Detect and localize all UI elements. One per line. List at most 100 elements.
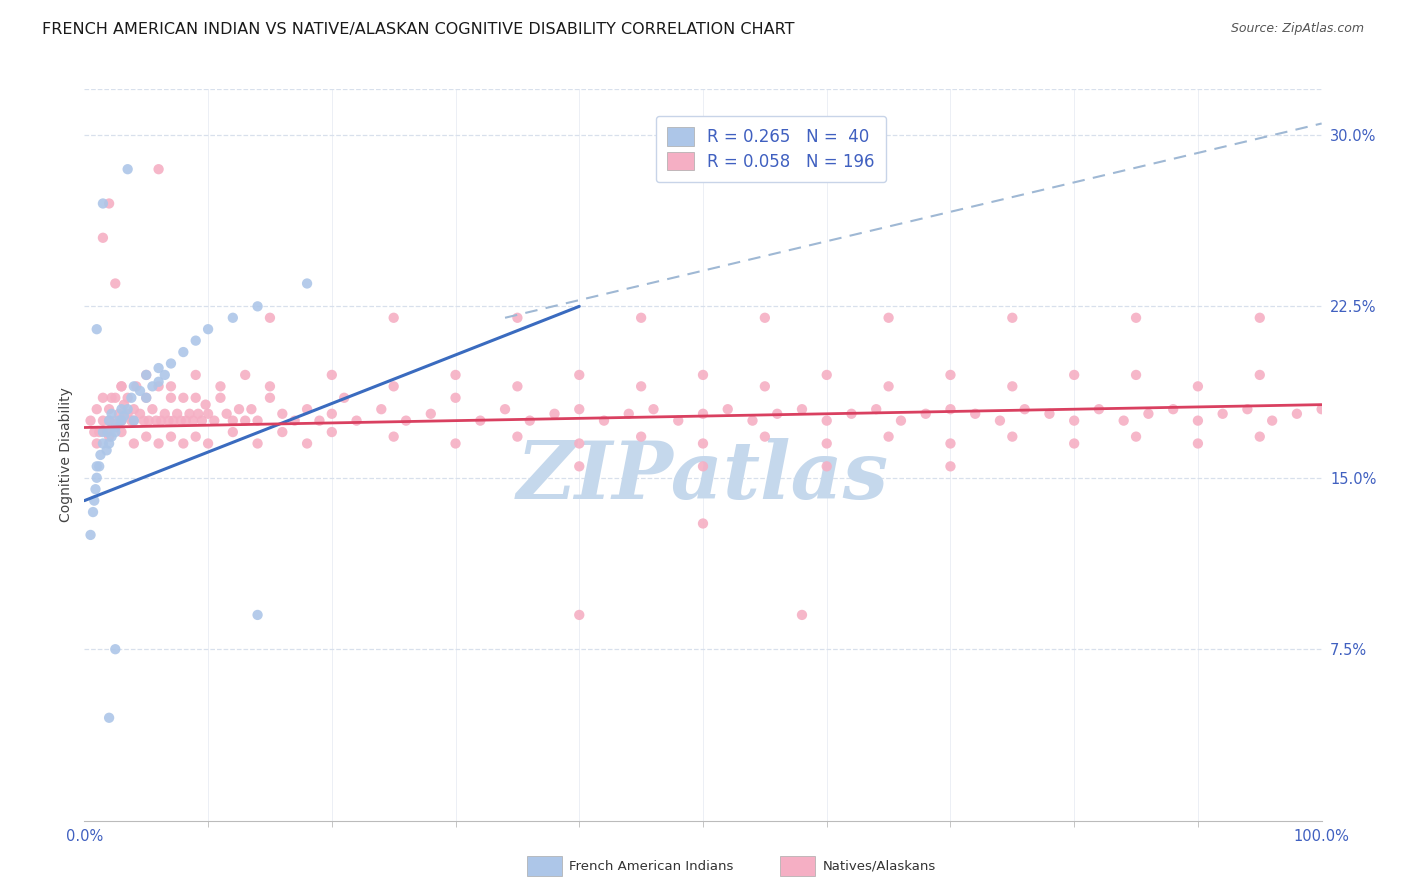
Point xyxy=(86,471,108,485)
Point xyxy=(108,414,131,428)
Point xyxy=(630,310,652,325)
Point xyxy=(83,425,105,439)
Point xyxy=(150,414,173,428)
Point xyxy=(790,607,813,622)
Point xyxy=(754,429,776,443)
Point xyxy=(209,379,232,393)
Point xyxy=(246,607,269,622)
Point xyxy=(321,368,343,382)
Point xyxy=(321,407,343,421)
Point xyxy=(83,493,105,508)
Point xyxy=(1187,414,1209,428)
Point xyxy=(1249,368,1271,382)
Point xyxy=(692,368,714,382)
Point xyxy=(308,414,330,428)
Point xyxy=(1249,310,1271,325)
Point xyxy=(939,436,962,450)
Point xyxy=(877,429,900,443)
Point xyxy=(259,310,281,325)
Point xyxy=(110,402,132,417)
Point xyxy=(444,368,467,382)
Point xyxy=(815,459,838,474)
Point xyxy=(89,448,111,462)
Point xyxy=(148,162,170,177)
Point xyxy=(988,414,1011,428)
Point xyxy=(568,607,591,622)
Point xyxy=(295,277,318,291)
Point xyxy=(815,368,838,382)
Point xyxy=(939,402,962,417)
Point xyxy=(1236,402,1258,417)
Point xyxy=(108,407,131,421)
Point xyxy=(444,391,467,405)
Point xyxy=(1001,379,1024,393)
Point xyxy=(174,414,197,428)
Point xyxy=(179,407,201,421)
Point xyxy=(104,414,127,428)
Point xyxy=(470,414,492,428)
Point xyxy=(197,407,219,421)
Point xyxy=(295,436,318,450)
Point xyxy=(122,414,145,428)
Point xyxy=(104,420,127,434)
Point xyxy=(1001,310,1024,325)
Point xyxy=(79,414,101,428)
Point xyxy=(630,379,652,393)
Point xyxy=(98,436,121,450)
Point xyxy=(1161,402,1184,417)
Point xyxy=(754,379,776,393)
Point xyxy=(419,407,441,421)
Point xyxy=(96,425,118,439)
Point xyxy=(1137,407,1160,421)
Point xyxy=(184,334,207,348)
Point xyxy=(222,414,245,428)
Point xyxy=(939,459,962,474)
Point xyxy=(197,436,219,450)
Point xyxy=(717,402,740,417)
Point xyxy=(157,414,180,428)
Point xyxy=(259,391,281,405)
Point xyxy=(766,407,789,421)
Point xyxy=(382,429,405,443)
Point xyxy=(172,345,194,359)
Point xyxy=(692,459,714,474)
Point xyxy=(160,356,183,371)
Point xyxy=(215,407,238,421)
Point xyxy=(790,402,813,417)
Point xyxy=(86,322,108,336)
Point xyxy=(86,436,108,450)
Point xyxy=(122,379,145,393)
Point xyxy=(1212,407,1234,421)
Point xyxy=(209,391,232,405)
Point xyxy=(86,459,108,474)
Point xyxy=(222,425,245,439)
Point xyxy=(841,407,863,421)
Point xyxy=(117,162,139,177)
Point xyxy=(382,379,405,393)
Point xyxy=(91,231,114,245)
Point xyxy=(233,414,256,428)
Point xyxy=(91,425,114,439)
Point xyxy=(1125,310,1147,325)
Point xyxy=(112,398,135,412)
Point xyxy=(692,516,714,531)
Point xyxy=(100,391,122,405)
Point xyxy=(1261,414,1284,428)
Point xyxy=(120,391,142,405)
Point xyxy=(666,414,689,428)
Point xyxy=(202,414,225,428)
Point xyxy=(110,379,132,393)
Point xyxy=(568,459,591,474)
Point xyxy=(172,436,194,450)
Point xyxy=(543,407,565,421)
Point xyxy=(506,429,529,443)
Point xyxy=(877,379,900,393)
Point xyxy=(939,368,962,382)
Text: Source: ZipAtlas.com: Source: ZipAtlas.com xyxy=(1230,22,1364,36)
Text: FRENCH AMERICAN INDIAN VS NATIVE/ALASKAN COGNITIVE DISABILITY CORRELATION CHART: FRENCH AMERICAN INDIAN VS NATIVE/ALASKAN… xyxy=(42,22,794,37)
Point xyxy=(692,407,714,421)
Point xyxy=(1063,368,1085,382)
Point xyxy=(97,425,120,439)
Point xyxy=(1125,368,1147,382)
Point xyxy=(284,414,307,428)
